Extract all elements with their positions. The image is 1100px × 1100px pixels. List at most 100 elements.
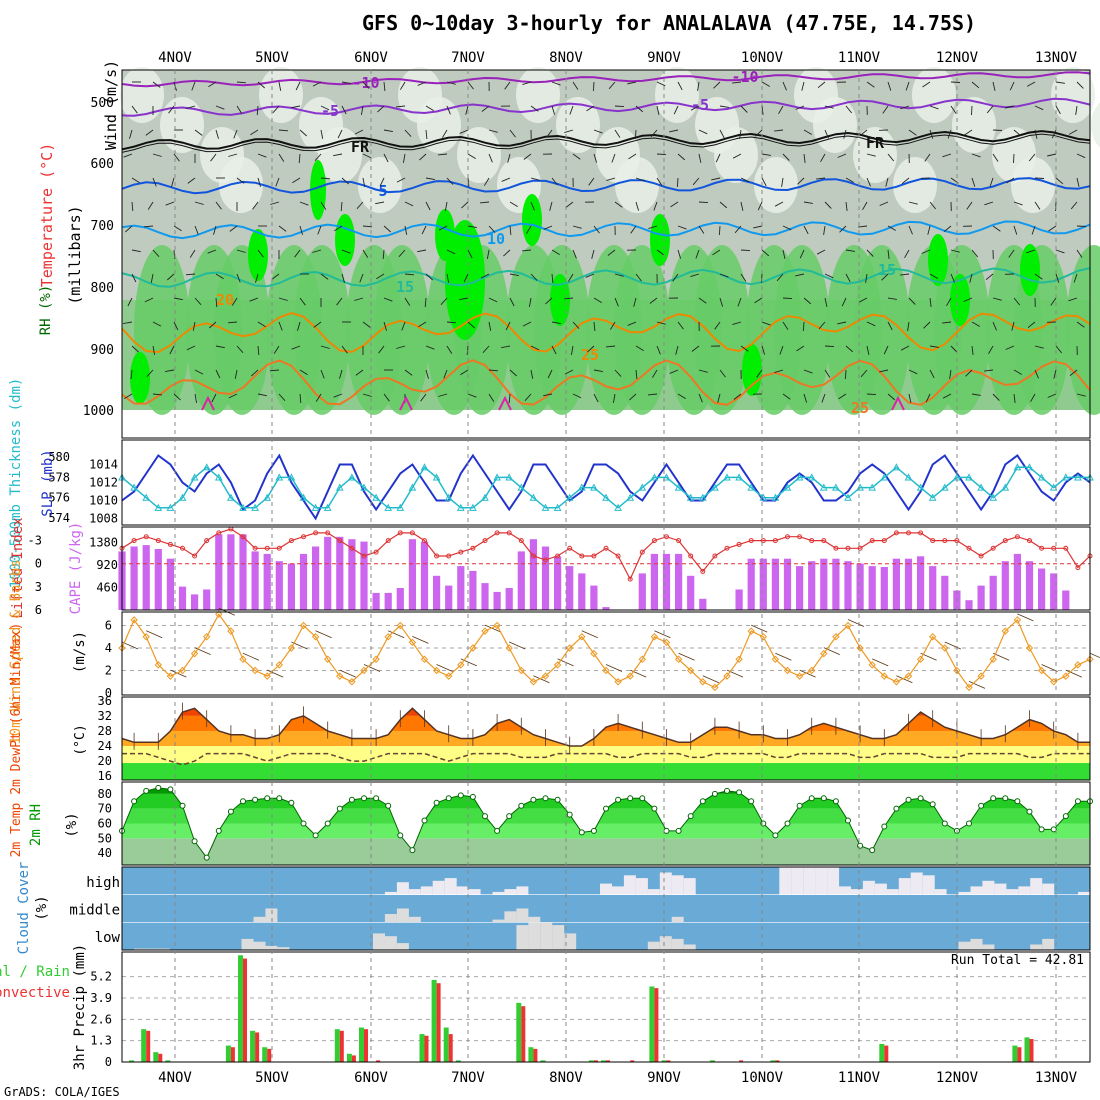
cloud-cell [839, 886, 851, 895]
wind-barb [467, 81, 474, 90]
wind-barb [572, 153, 581, 160]
wind-barb [459, 297, 469, 301]
wind-barb [297, 321, 301, 331]
wind-barb [1034, 105, 1044, 111]
precip-convective-bar [364, 1029, 368, 1062]
wind-barb [336, 297, 343, 306]
wind-barb [1013, 201, 1023, 206]
cape-bar [384, 592, 392, 610]
cape-bar [445, 585, 453, 610]
wind-barb [509, 225, 512, 236]
cape-bar [299, 553, 308, 610]
wind-barb [593, 321, 596, 332]
wind-barb [614, 201, 623, 208]
precip-total-bar [346, 1053, 352, 1062]
isotherm-label: 25 [581, 346, 599, 364]
lifted-index-point [748, 538, 754, 544]
wind-barb [551, 273, 554, 284]
wind-barb [908, 393, 912, 403]
thickness-point [541, 503, 550, 511]
lifted-index-point [288, 538, 294, 544]
wind-barb [257, 177, 261, 187]
rh-saturated-area [650, 214, 670, 266]
lifted-index-point [458, 549, 464, 555]
wind-barb [341, 81, 351, 85]
wind-barb [503, 249, 511, 257]
wind-barb [698, 297, 707, 304]
thickness-point [311, 503, 320, 511]
precip-tick-label: 1.3 [90, 1034, 112, 1048]
cape-bar [287, 563, 295, 610]
lifted-index-point [204, 538, 210, 544]
day-label-bottom: 10NOV [741, 1070, 784, 1086]
rh2m-point [518, 802, 525, 809]
cloud-cell [468, 889, 481, 895]
thickness-point [432, 473, 441, 481]
wind-barb [341, 249, 351, 254]
dewpoint2m-line [122, 752, 1090, 766]
cape-bar [662, 553, 671, 610]
lifted-index-point [712, 553, 718, 559]
wind10-barb [581, 630, 598, 639]
wind-barb [692, 177, 700, 186]
rh2m-point [240, 798, 246, 805]
cloud-cell [803, 867, 816, 895]
cloud-cell [779, 867, 792, 895]
lifted-index-point [579, 553, 585, 559]
lifted-index-point [615, 553, 621, 559]
wind-barb [1013, 297, 1021, 306]
wind-barb [803, 153, 806, 163]
wind-barb [419, 153, 427, 161]
wind-barb [985, 273, 994, 281]
wind-barb [755, 129, 763, 137]
wind-barb [1047, 393, 1057, 398]
rh2m-point [990, 795, 997, 802]
precip-convective-bar [376, 1060, 381, 1062]
rh2m-point [397, 832, 404, 839]
wind10-point [807, 666, 816, 675]
wind10-point [541, 672, 550, 680]
wind-barb [467, 393, 477, 398]
rh-saturated-area [550, 274, 570, 326]
wind-barb [215, 345, 225, 349]
wind-barb [901, 177, 910, 185]
wind10-point [154, 661, 163, 669]
thickness-point [807, 473, 816, 481]
wind-barb [334, 225, 343, 232]
wind-barb [675, 345, 679, 355]
cape-bar [1038, 568, 1046, 610]
wind10-barb [170, 669, 187, 678]
wind-barb [971, 81, 980, 89]
wind-barb [612, 393, 616, 403]
wind10-barb [775, 652, 792, 661]
wind-barb [504, 81, 511, 90]
day-label-bottom: 6NOV [354, 1070, 388, 1086]
wind-barb [649, 297, 658, 304]
wind10-barb [533, 675, 550, 684]
wind-barb [740, 201, 744, 211]
wind-barb [614, 105, 625, 108]
wind-barb [543, 393, 553, 397]
precip-convective-bar [351, 1055, 356, 1062]
wind-barb [635, 273, 642, 282]
wind-barb [942, 153, 952, 158]
wind-barb [882, 105, 889, 114]
rh2m-point [1026, 808, 1033, 815]
thickness-point [795, 473, 804, 481]
wind-barb [521, 249, 532, 252]
rh2m-units-label: (%) [64, 812, 80, 837]
wind-barb [803, 297, 812, 305]
wind-barb [1070, 201, 1078, 210]
temp-band [122, 746, 1090, 764]
rh2m-point [1038, 826, 1045, 833]
cape-bar [1013, 553, 1021, 610]
wind-barb [782, 249, 786, 259]
lifted-index-point [676, 538, 682, 544]
wind-barb [1027, 321, 1036, 329]
thickness-point [783, 483, 792, 491]
wind-barb [341, 273, 345, 283]
precip-total-bar [528, 1047, 534, 1062]
wind-barb [761, 345, 766, 355]
isotherm-minus5 [121, 97, 1091, 117]
cape-bar [408, 539, 416, 610]
